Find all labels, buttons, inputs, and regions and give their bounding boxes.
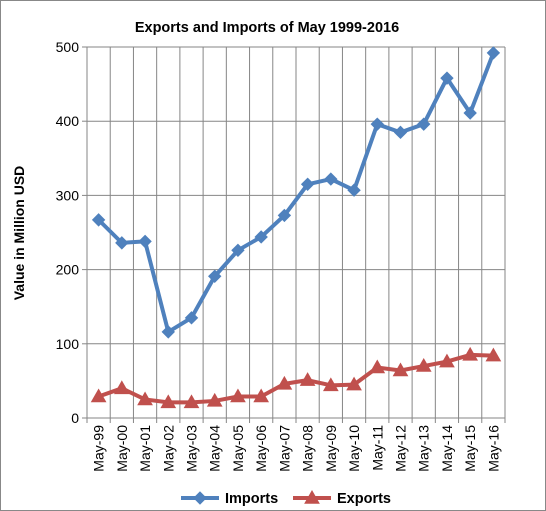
y-tick-label: 100 <box>56 336 80 352</box>
y-tick-labels: 0 100 200 300 400 500 <box>56 39 80 426</box>
x-tick-label: May-14 <box>439 425 455 472</box>
imports-point <box>347 183 361 197</box>
y-tick-label: 0 <box>71 410 79 426</box>
exports-series <box>90 346 502 409</box>
x-tick-label: May-06 <box>253 425 269 472</box>
x-tick-label: May-05 <box>230 425 246 472</box>
imports-point <box>486 46 501 60</box>
y-tick-label: 400 <box>56 113 80 129</box>
exports-point <box>276 375 293 390</box>
x-tick-labels: May-99 May-00 May-01 May-02 May-03 May-04 May-… <box>91 425 502 472</box>
x-tick-label: May-12 <box>393 425 409 472</box>
exports-point <box>485 347 502 362</box>
exports-point <box>392 362 409 377</box>
legend-item-imports: Imports <box>181 491 278 507</box>
x-tick-label: May-09 <box>323 425 339 472</box>
y-tick-label: 200 <box>56 262 80 278</box>
y-axis-title: Value in Million USD <box>11 166 27 301</box>
x-tick-label: May-13 <box>416 425 432 472</box>
x-tick-label: May-15 <box>462 425 478 472</box>
imports-point <box>417 117 431 131</box>
imports-point <box>370 117 384 131</box>
chart-title: Exports and Imports of May 1999-2016 <box>135 20 399 36</box>
exports-point <box>230 388 246 403</box>
x-tick-label: May-03 <box>184 425 200 472</box>
exports-point <box>415 358 432 372</box>
x-tick-label: May-01 <box>137 425 153 472</box>
imports-point <box>277 208 292 223</box>
x-tick-label: May-16 <box>485 425 501 472</box>
exports-point <box>299 372 316 386</box>
x-tick-label: May-07 <box>276 425 292 472</box>
legend-marker-exports <box>304 489 320 504</box>
exports-point <box>160 394 177 409</box>
exports-point <box>90 388 107 403</box>
exports-point <box>462 346 479 361</box>
axes <box>82 46 506 423</box>
legend: Imports Exports <box>181 489 391 507</box>
exports-point <box>346 376 362 391</box>
imports-point <box>184 311 199 325</box>
exports-point <box>322 377 339 392</box>
exports-point <box>137 391 153 406</box>
exports-point <box>183 394 200 409</box>
x-tick-label: May-99 <box>91 425 107 472</box>
legend-item-exports: Exports <box>293 489 391 507</box>
exports-point <box>439 353 455 368</box>
imports-point <box>115 236 129 250</box>
imports-series <box>91 46 501 339</box>
legend-label-exports: Exports <box>337 491 391 507</box>
exports-point <box>206 392 223 407</box>
y-tick-label: 500 <box>56 39 80 55</box>
series-lines <box>90 46 502 409</box>
exports-point <box>369 359 386 374</box>
imports-point <box>231 243 245 258</box>
imports-point <box>440 71 454 85</box>
x-tick-label: May-11 <box>369 425 385 471</box>
imports-point <box>208 269 222 283</box>
imports-point <box>254 230 268 244</box>
exports-point <box>253 388 270 403</box>
imports-line <box>96 50 496 334</box>
imports-point <box>138 234 152 249</box>
legend-marker-imports <box>193 491 207 505</box>
imports-point <box>300 177 315 191</box>
x-tick-label: May-04 <box>207 425 223 472</box>
y-tick-label: 300 <box>56 187 80 203</box>
imports-point <box>324 172 338 186</box>
x-tick-label: May-00 <box>114 425 130 472</box>
x-tick-label: May-08 <box>300 425 316 472</box>
imports-point <box>161 325 175 339</box>
legend-label-imports: Imports <box>225 491 278 507</box>
x-tick-label: May-02 <box>160 425 176 472</box>
exports-point <box>113 380 130 395</box>
imports-point <box>463 106 477 120</box>
x-tick-label: May-10 <box>346 425 362 472</box>
imports-point <box>393 125 408 140</box>
imports-point <box>91 213 106 227</box>
